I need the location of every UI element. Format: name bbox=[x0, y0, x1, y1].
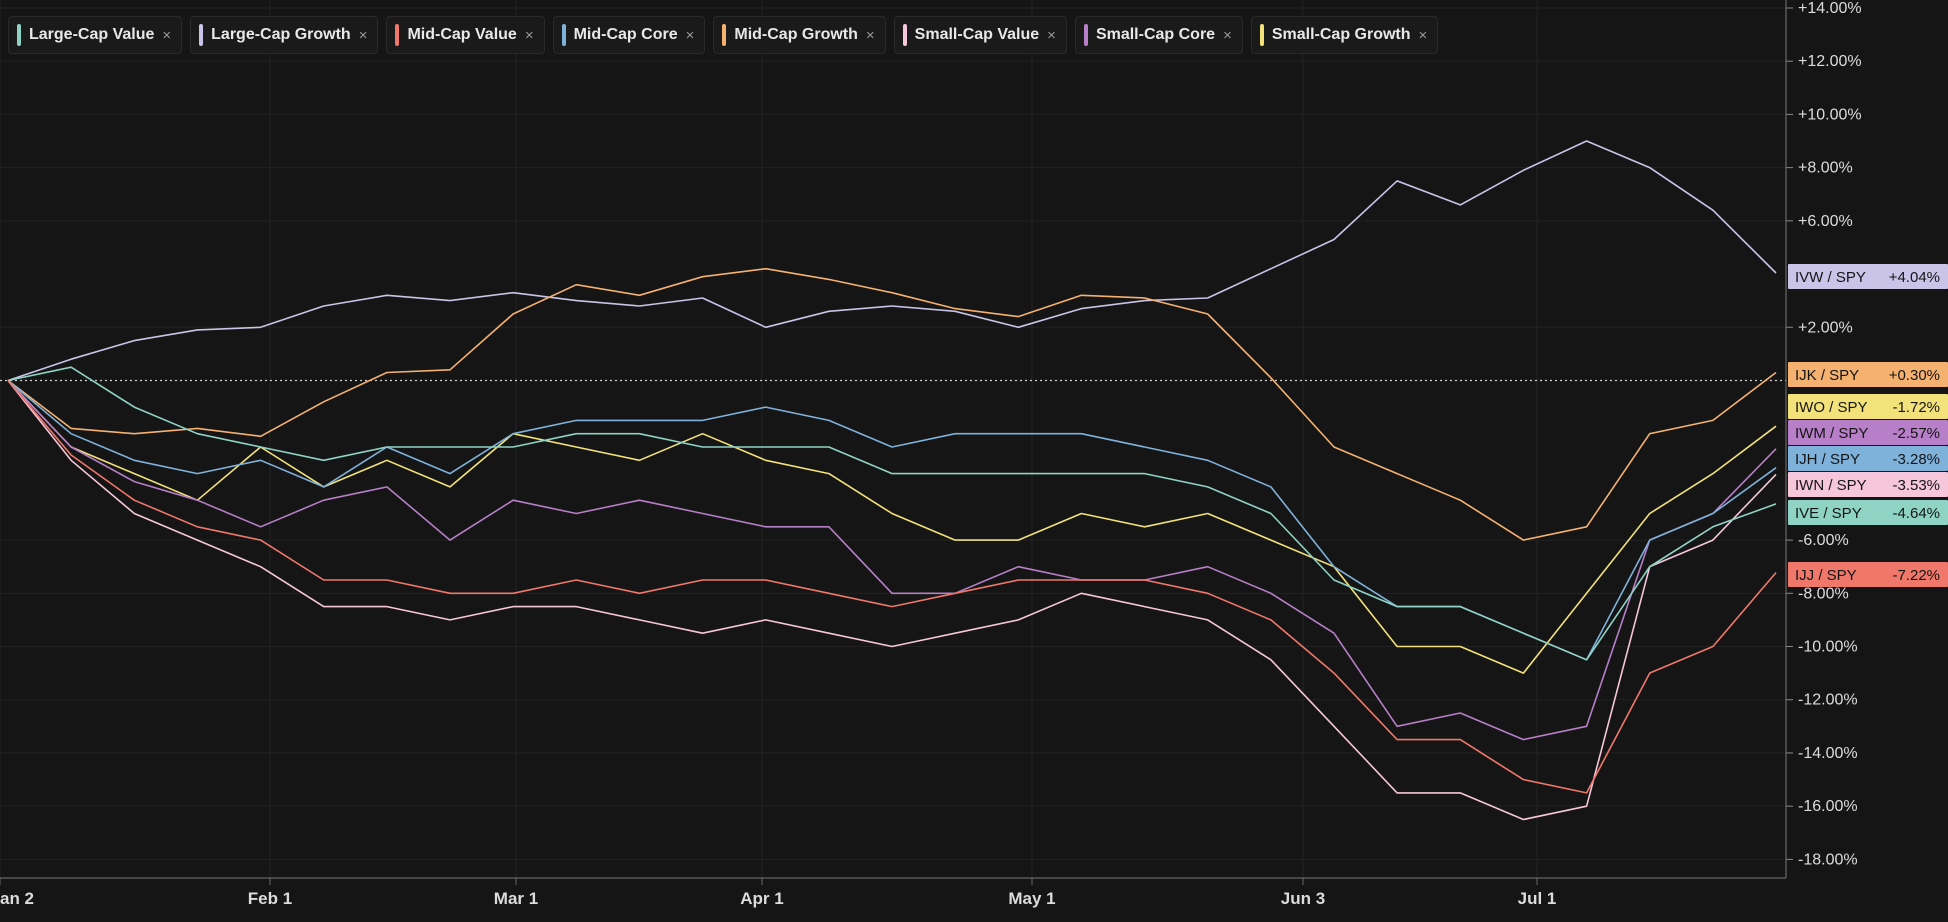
series-value-label: IWN / SPY -3.53% bbox=[1788, 472, 1948, 497]
series-value-text: -2.57% bbox=[1892, 425, 1940, 442]
series-value-label: IJJ / SPY -7.22% bbox=[1788, 562, 1948, 587]
series-value-text: -3.28% bbox=[1892, 451, 1940, 468]
legend-chip-small-cap-core[interactable]: Small-Cap Core × bbox=[1074, 16, 1243, 54]
legend-swatch bbox=[17, 24, 21, 46]
y-tick-label: +12.00% bbox=[1798, 53, 1862, 70]
x-tick-label: Jul 1 bbox=[1518, 889, 1557, 908]
series-line-ijj-spy bbox=[7, 379, 1777, 794]
series-line-ivw-spy bbox=[7, 140, 1777, 382]
legend-chip-mid-cap-growth[interactable]: Mid-Cap Growth × bbox=[713, 16, 886, 54]
close-icon[interactable]: × bbox=[865, 26, 875, 44]
x-axis: an 2 Feb 1 Mar 1 Apr 1 May 1 Jun 3 Jul 1 bbox=[0, 877, 1786, 908]
x-tick-label: Mar 1 bbox=[494, 889, 538, 908]
y-tick-label: -8.00% bbox=[1798, 585, 1849, 602]
series-value-text: -1.72% bbox=[1892, 399, 1940, 416]
series-value-label: IJK / SPY +0.30% bbox=[1788, 362, 1948, 387]
chart-grid bbox=[0, 0, 1786, 878]
x-tick-label: Apr 1 bbox=[740, 889, 783, 908]
series-line-iwo-spy bbox=[7, 379, 1777, 674]
legend-chip-large-cap-growth[interactable]: Large-Cap Growth × bbox=[190, 16, 379, 54]
series-value-labels: IVW / SPY +4.04% IJK / SPY +0.30% IWO / SPY -… bbox=[1788, 264, 1948, 587]
series-name-text: IJJ / SPY bbox=[1795, 567, 1857, 584]
close-icon[interactable]: × bbox=[685, 26, 695, 44]
series-value-label: IWO / SPY -1.72% bbox=[1788, 394, 1948, 419]
legend-chip-mid-cap-value[interactable]: Mid-Cap Value × bbox=[386, 16, 545, 54]
series-name-text: IWM / SPY bbox=[1795, 425, 1868, 442]
series-value-text: +0.30% bbox=[1889, 367, 1940, 384]
series-value-text: +4.04% bbox=[1889, 269, 1940, 286]
x-tick-label: Jun 3 bbox=[1281, 889, 1325, 908]
close-icon[interactable]: × bbox=[524, 26, 534, 44]
series-value-label-bg bbox=[1788, 446, 1948, 471]
series-line-ijh-spy bbox=[7, 379, 1777, 661]
series-value-text: -4.64% bbox=[1892, 505, 1940, 522]
legend-label: Mid-Cap Core bbox=[573, 26, 678, 43]
close-icon[interactable]: × bbox=[1047, 26, 1056, 44]
y-tick-label: -10.00% bbox=[1798, 639, 1858, 656]
series-value-label: IVE / SPY -4.64% bbox=[1788, 500, 1948, 525]
legend-label: Large-Cap Growth bbox=[211, 26, 351, 43]
legend-swatch bbox=[561, 24, 566, 46]
close-icon[interactable]: × bbox=[1223, 26, 1232, 44]
legend-chip-small-cap-growth[interactable]: Small-Cap Growth × bbox=[1250, 16, 1439, 54]
series-name-text: IJK / SPY bbox=[1795, 367, 1859, 384]
legend-chip-mid-cap-core[interactable]: Mid-Cap Core × bbox=[552, 16, 706, 54]
series-line-ijk-spy bbox=[7, 267, 1777, 541]
y-tick-label: -14.00% bbox=[1798, 745, 1858, 762]
series-value-label: IWM / SPY -2.57% bbox=[1788, 420, 1948, 445]
y-tick-label: +8.00% bbox=[1798, 160, 1853, 177]
y-tick-label: +2.00% bbox=[1798, 319, 1853, 336]
legend-swatch bbox=[1259, 24, 1264, 46]
legend-label: Small-Cap Growth bbox=[1271, 26, 1411, 43]
y-tick-label: -12.00% bbox=[1798, 692, 1858, 709]
y-tick-label: -18.00% bbox=[1798, 851, 1858, 868]
series-value-label-bg bbox=[1788, 472, 1948, 497]
y-tick-label: -16.00% bbox=[1798, 798, 1858, 815]
x-tick-label: an 2 bbox=[0, 889, 34, 908]
legend-label: Mid-Cap Value bbox=[407, 26, 517, 43]
series-name-text: IJH / SPY bbox=[1795, 451, 1860, 468]
legend-label: Small-Cap Core bbox=[1095, 26, 1216, 43]
series-lines bbox=[7, 140, 1777, 821]
legend-swatch bbox=[395, 24, 400, 46]
series-line-iwn-spy bbox=[7, 380, 1777, 821]
series-value-label-bg bbox=[1788, 420, 1948, 445]
series-value-text: -3.53% bbox=[1892, 477, 1940, 494]
series-value-text: -7.22% bbox=[1892, 567, 1940, 584]
close-icon[interactable]: × bbox=[358, 26, 368, 44]
x-tick-label: Feb 1 bbox=[248, 889, 292, 908]
series-value-label-bg bbox=[1788, 562, 1948, 587]
series-line-ive-spy bbox=[7, 366, 1777, 661]
series-line-iwm-spy bbox=[7, 379, 1777, 741]
legend-swatch bbox=[1083, 24, 1088, 46]
legend-chip-large-cap-value[interactable]: Large-Cap Value × bbox=[8, 16, 183, 54]
series-value-label: IJH / SPY -3.28% bbox=[1788, 446, 1948, 471]
series-value-label: IVW / SPY +4.04% bbox=[1788, 264, 1948, 289]
close-icon[interactable]: × bbox=[1418, 26, 1428, 44]
legend-label: Small-Cap Value bbox=[914, 26, 1040, 43]
series-legend: Large-Cap Value × Large-Cap Growth × Mid… bbox=[8, 16, 1439, 54]
legend-swatch bbox=[722, 24, 727, 46]
series-value-label-bg bbox=[1788, 394, 1948, 419]
series-name-text: IVW / SPY bbox=[1795, 269, 1866, 286]
legend-label: Mid-Cap Growth bbox=[734, 26, 858, 43]
legend-swatch bbox=[902, 24, 907, 46]
legend-swatch bbox=[199, 24, 204, 46]
y-axis: +14.00% +12.00% +10.00% +8.00% +6.00% +2.00% -… bbox=[1785, 0, 1862, 878]
y-tick-label: -6.00% bbox=[1798, 532, 1849, 549]
series-name-text: IVE / SPY bbox=[1795, 505, 1862, 522]
x-tick-label: May 1 bbox=[1008, 889, 1055, 908]
series-value-label-bg bbox=[1788, 264, 1948, 289]
legend-chip-small-cap-value[interactable]: Small-Cap Value × bbox=[893, 16, 1067, 54]
series-value-label-bg bbox=[1788, 500, 1948, 525]
y-tick-label: +6.00% bbox=[1798, 213, 1853, 230]
series-name-text: IWO / SPY bbox=[1795, 399, 1868, 416]
series-name-text: IWN / SPY bbox=[1795, 477, 1867, 494]
close-icon[interactable]: × bbox=[162, 26, 172, 44]
series-value-label-bg bbox=[1788, 362, 1948, 387]
y-tick-label: +14.00% bbox=[1798, 0, 1862, 17]
legend-label: Large-Cap Value bbox=[29, 26, 155, 43]
y-tick-label: +10.00% bbox=[1798, 106, 1862, 123]
